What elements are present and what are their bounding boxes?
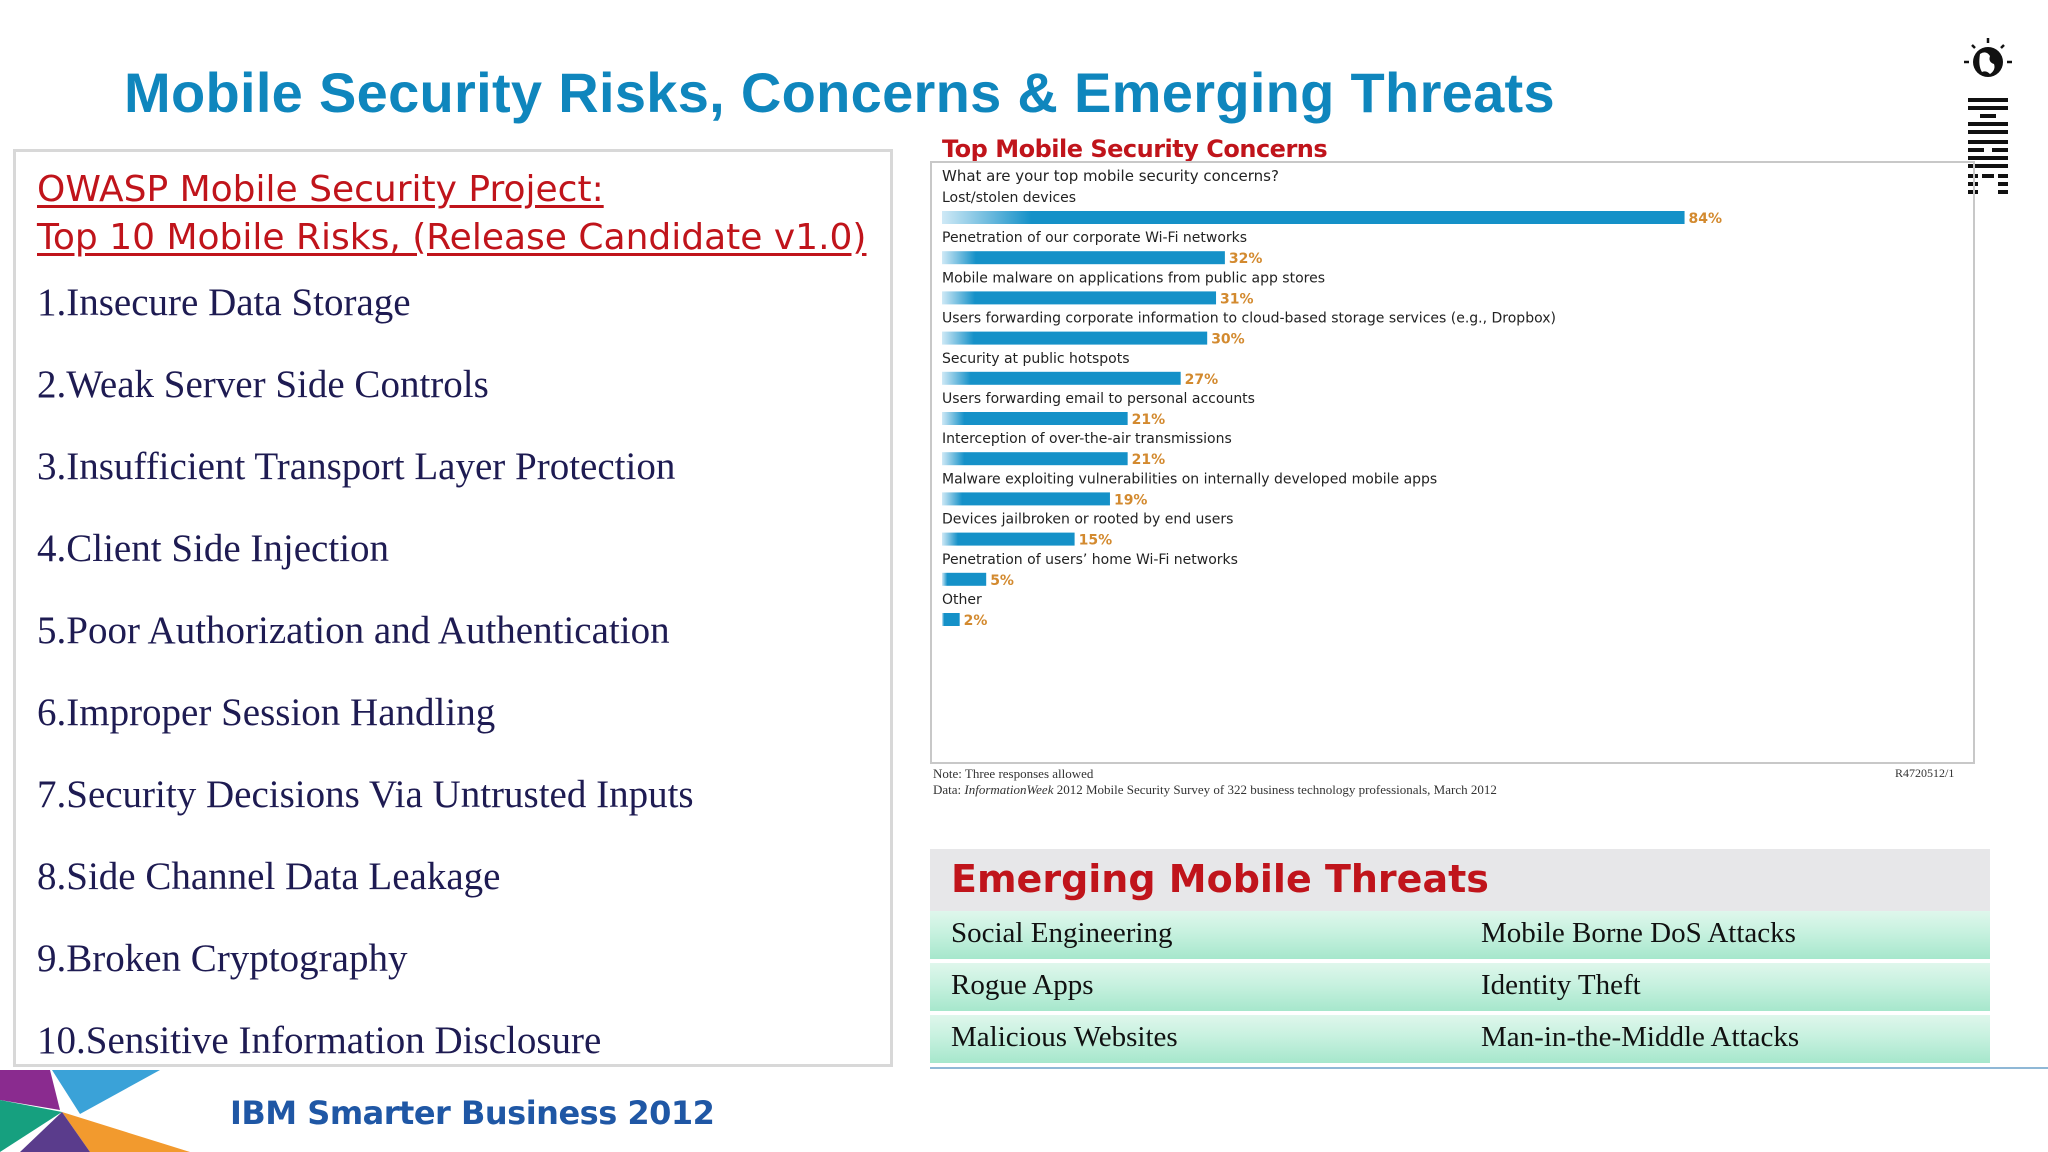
- risk-item: 3.Insufficient Transport Layer Protectio…: [37, 445, 676, 488]
- data-label: 31%: [1220, 291, 1254, 307]
- risk-item: 9.Broken Cryptography: [37, 937, 408, 980]
- threat-row: Rogue Apps Identity Theft: [930, 963, 1990, 1011]
- chart-source-details: 2012 Mobile Security Survey of 322 busin…: [1053, 782, 1497, 797]
- category-label: Mobile malware on applications from publ…: [942, 270, 1325, 286]
- threats-header: Emerging Mobile Threats: [930, 849, 1990, 911]
- owasp-heading-line1: OWASP Mobile Security Project:: [37, 169, 604, 210]
- chart-reference-code: R4720512/1: [1895, 766, 1955, 780]
- threat-cell: Rogue Apps: [951, 969, 1094, 1001]
- threat-cell: Social Engineering: [951, 917, 1173, 949]
- chart-note: Note: Three responses allowed Data: Info…: [933, 766, 1497, 798]
- data-label: 21%: [1132, 412, 1166, 428]
- bar: [942, 572, 987, 586]
- data-label: 32%: [1229, 251, 1263, 267]
- bar: [942, 613, 960, 626]
- footer-brand: IBM Smarter Business 2012: [230, 1094, 715, 1132]
- data-label: 2%: [964, 613, 988, 629]
- risk-item: 5.Poor Authorization and Authentication: [37, 609, 670, 652]
- bar: [942, 371, 1181, 385]
- chart-source-prefix: Data:: [933, 782, 965, 797]
- data-label: 84%: [1689, 211, 1723, 227]
- threat-row: Social Engineering Mobile Borne DoS Atta…: [930, 911, 1990, 959]
- owasp-heading: OWASP Mobile Security Project: Top 10 Mo…: [37, 166, 866, 262]
- bar: [942, 291, 1217, 305]
- chart-note-text: Note: Three responses allowed: [933, 766, 1094, 781]
- risk-item: 10.Sensitive Information Disclosure: [37, 1019, 602, 1062]
- bar-chart: What are your top mobile security concer…: [942, 167, 1723, 629]
- threat-cell: Identity Theft: [1481, 969, 1641, 1001]
- data-label: 5%: [990, 573, 1014, 589]
- bar: [942, 251, 1225, 265]
- data-label: 19%: [1114, 492, 1148, 508]
- chart-source: Data: InformationWeek 2012 Mobile Securi…: [933, 782, 1497, 798]
- risk-item: 7.Security Decisions Via Untrusted Input…: [37, 773, 694, 816]
- bar: [942, 492, 1110, 506]
- slide-title: Mobile Security Risks, Concerns & Emergi…: [124, 61, 1555, 124]
- category-label: Interception of over-the-air transmissio…: [942, 431, 1232, 447]
- category-label: Users forwarding email to personal accou…: [942, 391, 1255, 407]
- risk-item: 1.Insecure Data Storage: [37, 281, 411, 324]
- globe-icon: [1964, 38, 2012, 77]
- category-label: Security at public hotspots: [942, 351, 1130, 367]
- data-label: 27%: [1185, 372, 1219, 388]
- threat-cell: Malicious Websites: [951, 1021, 1178, 1053]
- bar: [942, 211, 1685, 224]
- category-label: Other: [942, 592, 982, 608]
- bar: [942, 452, 1128, 466]
- owasp-heading-line2: Top 10 Mobile Risks, (Release Candidate …: [37, 217, 867, 258]
- bar: [942, 331, 1208, 345]
- chart-title: Top Mobile Security Concerns: [942, 135, 1328, 163]
- threat-cell: Mobile Borne DoS Attacks: [1481, 917, 1796, 949]
- threat-cell: Man-in-the-Middle Attacks: [1481, 1021, 1800, 1053]
- category-label: Penetration of users’ home Wi-Fi network…: [942, 552, 1238, 568]
- category-label: Devices jailbroken or rooted by end user…: [942, 512, 1233, 528]
- risk-list: 1.Insecure Data Storage 2.Weak Server Si…: [37, 277, 694, 1097]
- chart-source-publication: InformationWeek: [964, 782, 1054, 797]
- divider: [930, 1067, 2048, 1069]
- risk-item: 8.Side Channel Data Leakage: [37, 855, 501, 898]
- threats-title: Emerging Mobile Threats: [951, 857, 1489, 901]
- chart-frame: [930, 161, 1975, 764]
- bar: [942, 412, 1128, 425]
- category-label: Users forwarding corporate information t…: [942, 311, 1556, 327]
- footer-logo-graphic: [0, 1070, 190, 1152]
- category-label: Penetration of our corporate Wi-Fi netwo…: [942, 230, 1247, 246]
- bar: [942, 532, 1075, 546]
- data-label: 21%: [1132, 452, 1166, 468]
- risk-item: 4.Client Side Injection: [37, 527, 390, 570]
- category-label: Malware exploiting vulnerabilities on in…: [942, 471, 1437, 487]
- category-label: Lost/stolen devices: [942, 190, 1076, 206]
- owasp-panel: OWASP Mobile Security Project: Top 10 Mo…: [13, 149, 893, 1067]
- threat-row: Malicious Websites Man-in-the-Middle Att…: [930, 1015, 1990, 1063]
- data-label: 30%: [1211, 332, 1245, 348]
- risk-item: 6.Improper Session Handling: [37, 691, 496, 734]
- data-label: 15%: [1079, 533, 1113, 549]
- chart-subtitle: What are your top mobile security concer…: [942, 167, 1279, 185]
- risk-item: 2.Weak Server Side Controls: [37, 363, 489, 406]
